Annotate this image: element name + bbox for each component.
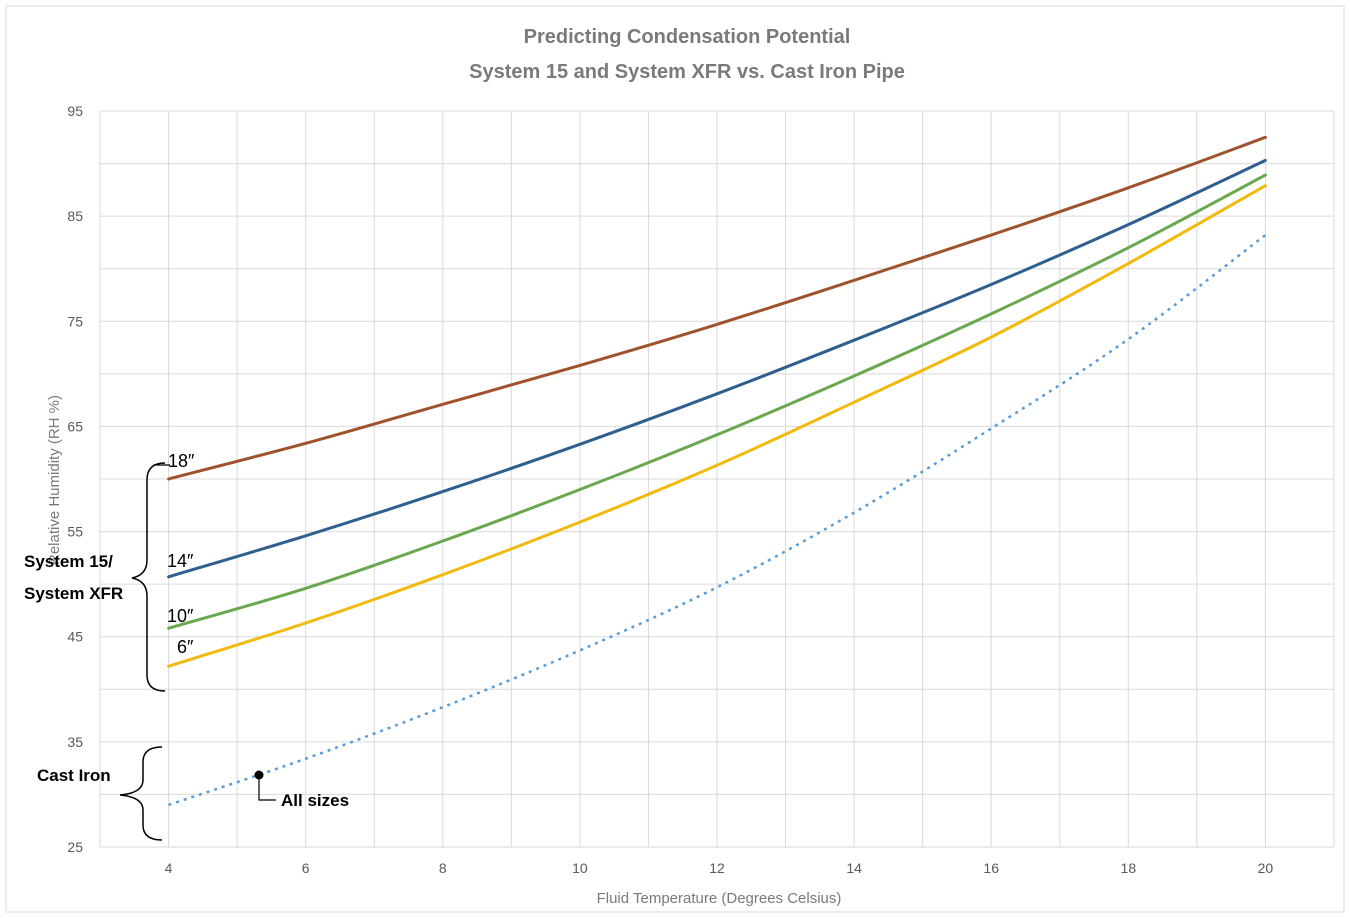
system-group-label-line1: System 15/ bbox=[24, 552, 113, 571]
all-sizes-label: All sizes bbox=[281, 791, 349, 810]
system-group-label-line2: System XFR bbox=[24, 584, 123, 603]
cast-iron-group-brace bbox=[119, 746, 163, 841]
series-line-1 bbox=[167, 158, 1267, 579]
x-tick-label: 16 bbox=[983, 860, 999, 876]
series-lines bbox=[167, 135, 1267, 807]
x-tick-labels: 4 6 8 10 12 14 16 18 20 bbox=[165, 860, 1274, 876]
y-tick-label: 65 bbox=[67, 418, 83, 434]
cast-iron-group-label: Cast Iron bbox=[37, 766, 111, 785]
x-tick-label: 20 bbox=[1258, 860, 1274, 876]
series-label-18: 18″ bbox=[168, 451, 195, 471]
y-tick-label: 95 bbox=[67, 103, 83, 119]
y-axis-label: Relative Humidity (RH %) bbox=[46, 395, 63, 565]
chart-subtitle: System 15 and System XFR vs. Cast Iron P… bbox=[469, 61, 905, 83]
series-label-14: 14″ bbox=[167, 551, 194, 571]
y-tick-label: 45 bbox=[67, 629, 83, 645]
x-tick-label: 8 bbox=[439, 860, 447, 876]
x-axis-label: Fluid Temperature (Degrees Celsius) bbox=[597, 890, 842, 907]
x-tick-label: 12 bbox=[709, 860, 725, 876]
x-tick-label: 10 bbox=[572, 860, 588, 876]
y-tick-label: 85 bbox=[67, 208, 83, 224]
gridlines bbox=[99, 110, 1335, 848]
chart-title: Predicting Condensation Potential bbox=[524, 26, 851, 48]
series-line-3 bbox=[167, 184, 1267, 668]
series-labels: 18″ 14″ 10″ 6″ bbox=[148, 451, 195, 657]
series-line-2 bbox=[167, 173, 1267, 630]
chart-border bbox=[5, 5, 1345, 913]
series-label-10: 10″ bbox=[167, 606, 194, 626]
system-group-brace bbox=[131, 462, 166, 692]
y-tick-label: 55 bbox=[67, 524, 83, 540]
y-tick-label: 25 bbox=[67, 839, 83, 855]
x-tick-label: 18 bbox=[1121, 860, 1137, 876]
y-tick-labels: 25 35 45 55 65 75 85 95 bbox=[67, 103, 83, 855]
x-tick-label: 6 bbox=[302, 860, 310, 876]
y-tick-label: 75 bbox=[67, 313, 83, 329]
series-label-6: 6″ bbox=[177, 637, 194, 657]
x-tick-label: 14 bbox=[846, 860, 862, 876]
all-sizes-leader bbox=[258, 775, 276, 801]
x-tick-label: 4 bbox=[165, 860, 173, 876]
y-tick-label: 35 bbox=[67, 734, 83, 750]
series-line-0 bbox=[167, 135, 1267, 481]
